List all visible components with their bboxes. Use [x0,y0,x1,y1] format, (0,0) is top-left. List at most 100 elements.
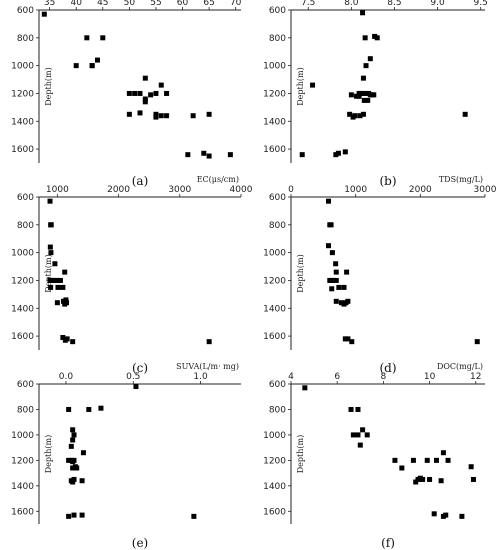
panel-label: (c) [132,361,148,375]
data-point [62,269,68,275]
data-point [206,111,212,117]
data-point [329,286,335,292]
data-point [66,406,72,412]
data-point [55,284,61,290]
data-point [427,476,433,482]
x-tick-label: 35 [44,0,55,8]
x-axis-label: TDS(mg/L) [439,175,483,184]
y-tick-label: 600 [269,193,286,203]
data-point [470,476,476,482]
data-point [70,479,76,485]
data-point [459,513,465,519]
data-point [350,432,356,438]
y-tick-label: 1400 [11,482,34,492]
panel-label: (b) [379,174,396,188]
data-point [148,92,154,98]
data-point [344,269,350,275]
data-point [357,442,363,448]
data-point [227,152,233,158]
data-point [333,152,339,158]
y-tick-label: 600 [17,380,34,390]
data-point [86,406,92,412]
y-tick-label: 1600 [263,332,286,342]
y-tick-label: 600 [269,380,286,390]
y-tick-label: 800 [269,221,286,231]
data-point [445,457,451,463]
data-point [206,339,212,345]
data-point [335,150,341,156]
panel-label: (d) [379,361,396,375]
data-point [333,298,339,304]
data-point [84,35,90,41]
y-tick-label: 1000 [11,62,34,72]
data-point [98,405,104,411]
data-point [424,457,430,463]
data-point [137,90,143,96]
data-point [310,82,316,88]
data-point [51,277,57,283]
data-point [100,35,106,41]
data-point [71,432,77,438]
y-tick-label: 800 [17,221,34,231]
x-tick-label: 10 [424,372,436,382]
data-point [474,339,480,345]
data-point [347,111,353,117]
data-point [326,243,332,249]
x-tick-label: 1000 [344,185,367,195]
data-point [70,437,76,443]
y-axis-label: Depth(m) [44,254,53,292]
y-axis-label: Depth(m) [44,435,53,473]
x-tick-label: 2000 [409,185,432,195]
data-point [367,56,373,62]
data-point [360,427,366,433]
y-tick-label: 1000 [11,431,34,441]
data-point [80,450,86,456]
chart-panel-5: 0.0 0.5 1.0 600 800 1000 1200 1400 1600 SUVA(L/m·… [11,362,241,550]
panel-label: (a) [132,174,149,188]
data-point [468,464,474,470]
data-point [164,113,170,119]
chart-panel-2: 7.58.08.59.09.56008001000120014001600pHD… [263,0,488,188]
data-point [60,284,66,290]
data-point [374,35,380,41]
data-point [142,99,148,105]
data-point [70,427,76,433]
x-tick-label: 1000 [46,185,69,195]
data-point [410,457,416,463]
y-tick-label: 1400 [263,482,286,492]
x-tick-label: 8 [381,372,387,382]
y-tick-label: 1200 [11,276,34,286]
x-tick-label: 12 [470,372,481,382]
data-point [462,111,468,117]
data-point [126,90,132,96]
data-point [153,90,159,96]
data-point [158,82,164,88]
y-tick-label: 1600 [263,507,286,517]
data-point [89,63,95,69]
data-point [54,300,60,306]
data-point [413,479,419,485]
panel-label: (e) [132,536,148,550]
data-point [63,297,69,303]
data-point [70,339,76,345]
data-point [60,334,66,340]
data-point [137,110,143,116]
y-tick-label: 1000 [263,431,286,441]
data-point [362,35,368,41]
y-tick-label: 600 [17,6,34,16]
x-tick-label: 9.5 [474,0,488,8]
data-point [73,63,79,69]
data-point [47,198,53,204]
x-tick-label: 6 [334,372,340,382]
x-tick-label: 4 [288,372,294,382]
y-tick-label: 1200 [11,456,34,466]
data-point [440,450,446,456]
data-point [360,75,366,81]
data-point [434,457,439,463]
data-point [367,92,373,98]
x-tick-label: 0 [288,185,294,195]
data-point [70,465,76,471]
x-tick-label: 8.0 [344,0,359,8]
data-point [47,244,53,250]
data-point [333,269,339,275]
